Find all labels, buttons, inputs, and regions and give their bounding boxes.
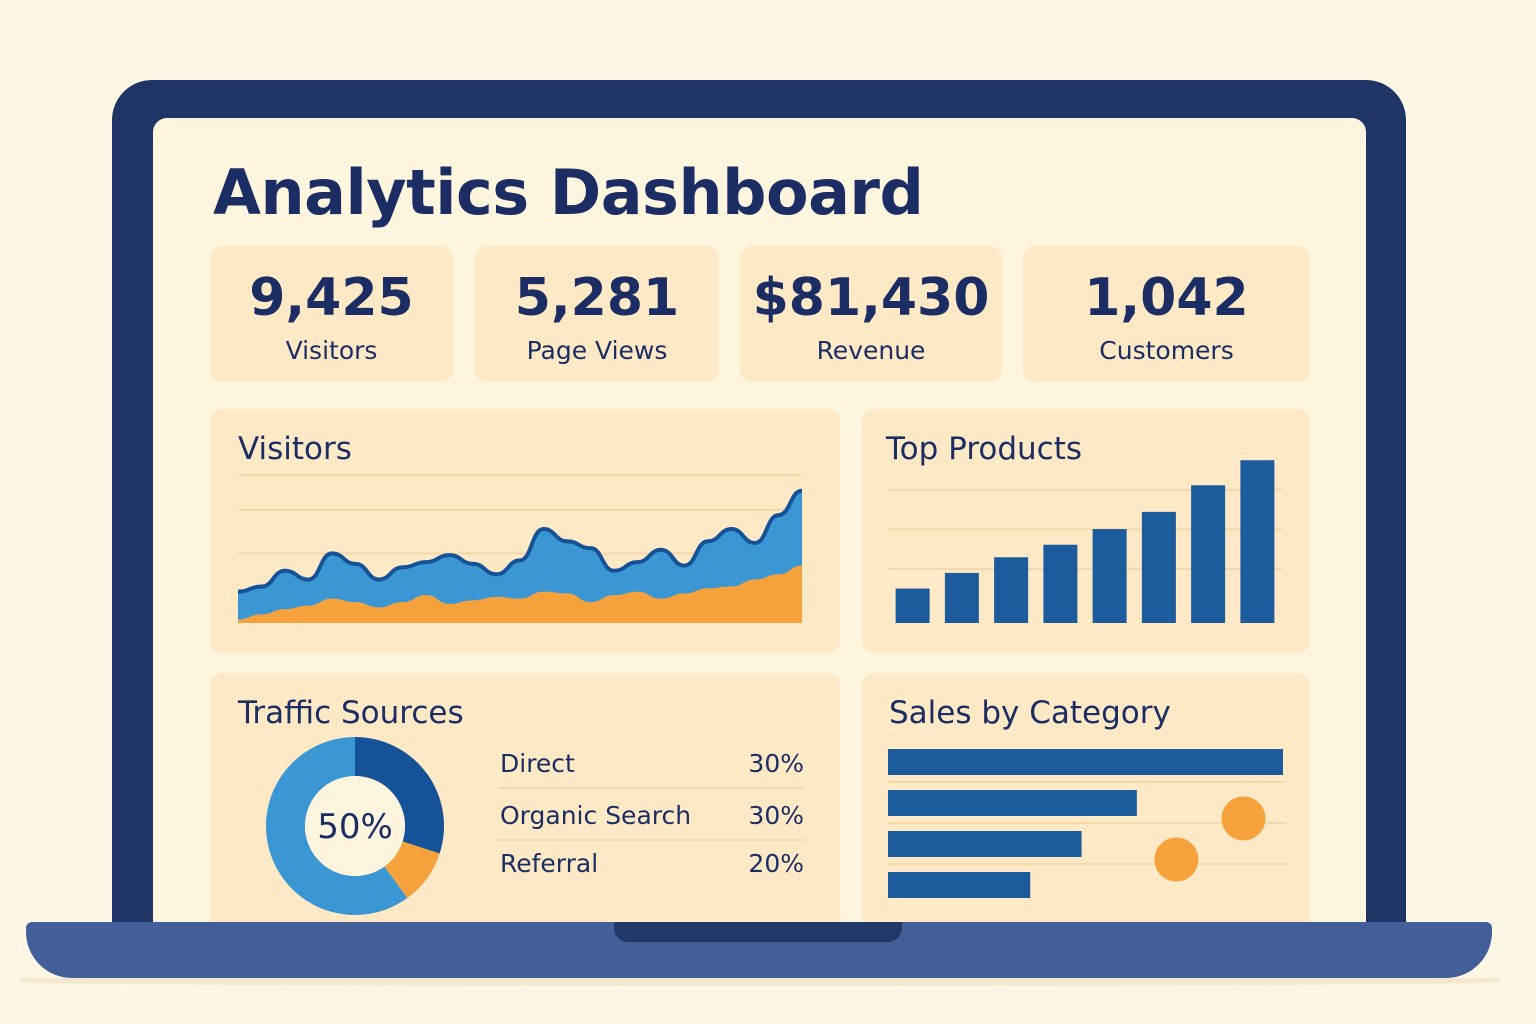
product-bar-8 [1240, 460, 1275, 623]
visitors-panel[interactable]: Visitors [210, 409, 840, 653]
product-bar-5 [1092, 529, 1127, 623]
kpi-label: Customers [1099, 336, 1234, 365]
product-bar-2 [944, 572, 979, 623]
legend-name: Direct [500, 749, 575, 778]
kpi-value: $81,430 [752, 268, 990, 328]
legend-name: Referral [500, 849, 599, 878]
donut-slice-referral [265, 737, 408, 915]
top-products-bar-chart [888, 460, 1282, 623]
product-bar-4 [1043, 544, 1078, 623]
sales-by-category-panel-title: Sales by Category [889, 695, 1171, 731]
sales-by-category-bar-chart [888, 749, 1286, 898]
visitors-panel-title: Visitors [238, 431, 352, 467]
kpi-value: 9,425 [249, 268, 414, 328]
floor-shadow [20, 978, 1500, 986]
donut-slice-direct [355, 737, 444, 854]
kpi-card-page-views[interactable]: 5,281 Page Views [475, 246, 719, 382]
category-bar-4 [888, 872, 1031, 898]
category-bar-1 [888, 749, 1283, 775]
product-bar-3 [994, 557, 1029, 623]
top-products-panel[interactable]: Top Products [862, 409, 1310, 653]
legend-value: 30% [748, 801, 804, 830]
category-point-2 [1154, 837, 1199, 882]
donut-slice-organic-search [384, 841, 440, 899]
traffic-sources-panel[interactable]: Traffic Sources 50% Direct 30% Organic S… [210, 673, 840, 928]
donut-hole [305, 776, 405, 876]
kpi-value: 1,042 [1084, 268, 1249, 328]
legend-row-direct[interactable]: Direct 30% [498, 741, 804, 789]
legend-name: Organic Search [500, 801, 692, 830]
top-products-panel-title: Top Products [886, 431, 1083, 467]
kpi-card-customers[interactable]: 1,042 Customers [1023, 246, 1310, 382]
traffic-sources-panel-title: Traffic Sources [238, 695, 464, 731]
area-series-0 [238, 490, 802, 623]
area-series-1 [238, 565, 802, 623]
page-title: Analytics Dashboard [213, 156, 924, 229]
visitors-area-chart [237, 474, 803, 623]
area-series-line-0 [237, 488, 803, 594]
kpi-label: Page Views [526, 336, 668, 365]
legend-value: 20% [748, 849, 804, 878]
category-bar-3 [888, 831, 1082, 857]
legend-row-organic-search[interactable]: Organic Search 30% [498, 793, 804, 841]
kpi-label: Revenue [816, 336, 926, 365]
kpi-value: 5,281 [514, 268, 680, 328]
traffic-sources-donut-chart: 50% [265, 737, 444, 915]
product-bar-7 [1191, 485, 1226, 623]
legend-value: 30% [748, 749, 804, 778]
product-bar-6 [1141, 511, 1176, 623]
sales-by-category-panel[interactable]: Sales by Category [862, 673, 1310, 928]
category-bar-2 [888, 790, 1137, 816]
kpi-card-revenue[interactable]: $81,430 Revenue [740, 246, 1002, 382]
kpi-label: Visitors [285, 336, 378, 365]
legend-row-referral[interactable]: Referral 20% [498, 841, 804, 887]
laptop-screen: Analytics Dashboard 9,425 Visitors 5,281… [153, 118, 1366, 928]
product-bar-1 [895, 588, 930, 623]
kpi-card-visitors[interactable]: 9,425 Visitors [210, 246, 453, 382]
laptop-base-notch [614, 922, 902, 942]
category-point-1 [1221, 796, 1266, 841]
donut-center-label: 50% [317, 807, 393, 847]
